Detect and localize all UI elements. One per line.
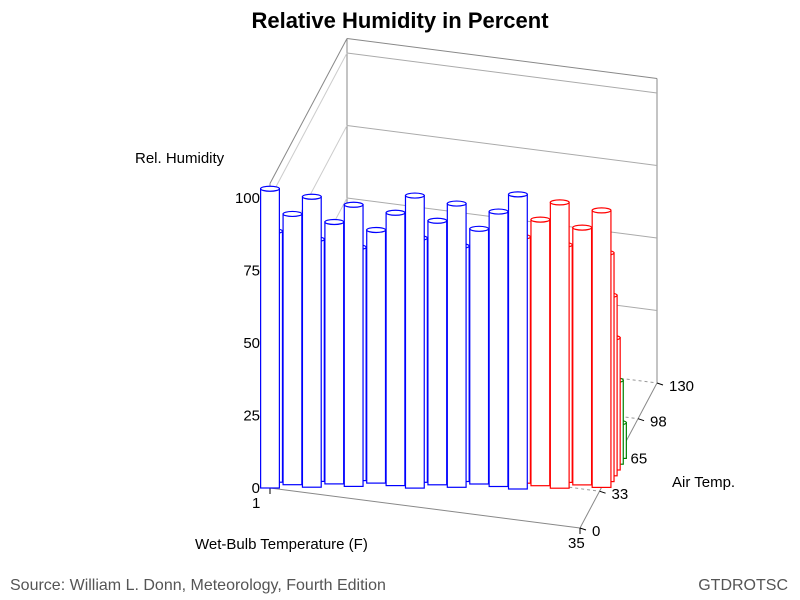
bar: [301, 193, 322, 488]
bar-top: [385, 209, 406, 216]
bar-body: [301, 196, 322, 488]
bar-top: [549, 199, 570, 206]
z-axis-label: Rel. Humidity: [135, 150, 225, 167]
bar: [488, 208, 509, 488]
bar: [427, 217, 448, 486]
bar-top: [260, 185, 280, 192]
bar: [530, 216, 551, 487]
bar-body: [549, 201, 570, 489]
bar-body: [366, 229, 387, 484]
bar: [446, 200, 467, 488]
bar: [385, 209, 406, 487]
bar-top: [530, 216, 551, 223]
grid-line: [346, 52, 658, 94]
z-tick-label: 100: [235, 190, 260, 207]
bar-body: [530, 218, 551, 487]
z-tick-label: 75: [243, 263, 260, 280]
y-axis-label: Air Temp.: [672, 474, 735, 491]
x-tick-label: 1: [252, 495, 260, 512]
bar: [282, 210, 303, 486]
bar: [343, 201, 364, 488]
bar: [591, 207, 612, 488]
bar: [572, 224, 593, 486]
y-tick: [637, 418, 645, 422]
bar-body: [343, 204, 364, 488]
bar-top: [427, 217, 448, 224]
x-tick-label: 35: [568, 535, 585, 552]
bar-top: [324, 218, 345, 226]
side-wall-top: [269, 38, 348, 184]
z-tick-label: 50: [243, 335, 260, 352]
bar-body: [591, 209, 612, 488]
bar: [507, 191, 528, 490]
z-tick-label: 0: [252, 480, 260, 497]
bar-body: [404, 194, 425, 489]
bar-body: [260, 188, 280, 489]
chart-title: Relative Humidity in Percent: [251, 8, 549, 33]
bar-body: [324, 221, 345, 485]
bar-body: [446, 202, 467, 488]
x-axis-line: [269, 487, 581, 529]
chart-bars: [260, 185, 627, 490]
bar-body: [282, 213, 303, 486]
grid-line: [346, 125, 658, 166]
bar-body: [427, 220, 448, 486]
bar: [260, 185, 280, 489]
y-tick-label: 0: [592, 523, 600, 540]
grid-line: [269, 52, 348, 199]
bar-body: [507, 193, 528, 490]
bar-top: [404, 192, 425, 199]
z-tick-label: 25: [243, 408, 260, 425]
x-axis-label: Wet-Bulb Temperature (F): [195, 536, 368, 553]
y-tick-label: 33: [612, 486, 629, 503]
y-tick: [656, 382, 664, 386]
bar-top: [446, 200, 467, 207]
bar-top: [507, 191, 528, 198]
y-tick-label: 98: [650, 414, 667, 431]
y-tick: [599, 490, 606, 494]
bar-top: [572, 224, 593, 231]
bar-top: [591, 207, 612, 214]
bar-top: [282, 210, 303, 218]
bar-top: [366, 226, 387, 234]
bar-top: [301, 193, 322, 200]
source-footnote: Source: William L. Donn, Meteorology, Fo…: [10, 577, 386, 594]
y-tick-label: 65: [631, 451, 648, 468]
bar-top: [488, 208, 509, 215]
bar-body: [488, 210, 509, 488]
chart-labels: Rel. Humidity Wet-Bulb Temperature (F) A…: [135, 150, 735, 553]
bar-top: [469, 225, 490, 232]
bar-body: [572, 227, 593, 486]
y-tick: [579, 527, 587, 531]
bar-body: [385, 212, 406, 487]
bar: [549, 199, 570, 489]
bar: [366, 226, 387, 484]
bar-body: [469, 228, 490, 485]
back-wall-top: [346, 38, 658, 79]
bar: [324, 218, 345, 485]
chart-id-footnote: GTDROTSC: [698, 577, 788, 594]
bar: [404, 192, 425, 489]
bar-top: [343, 201, 364, 208]
y-tick-label: 130: [669, 378, 694, 395]
bar: [469, 225, 490, 485]
